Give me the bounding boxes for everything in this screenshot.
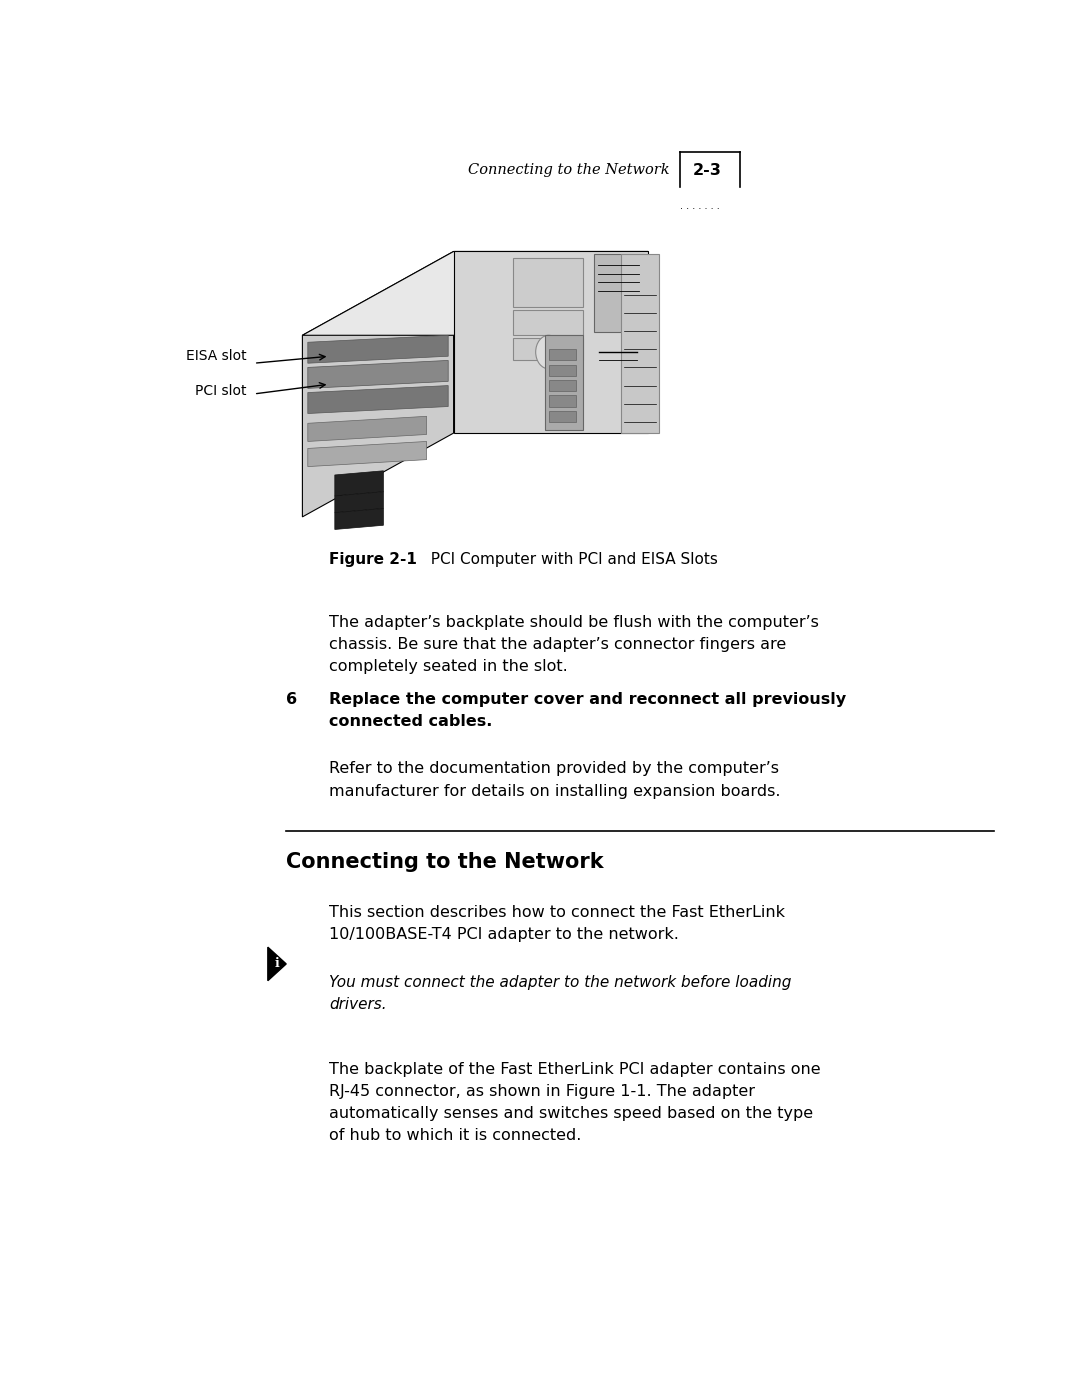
FancyBboxPatch shape xyxy=(513,310,583,335)
Polygon shape xyxy=(335,471,383,496)
Text: 2-3: 2-3 xyxy=(693,163,721,177)
Text: The backplate of the Fast EtherLink PCI adapter contains one
RJ-45 connector, as: The backplate of the Fast EtherLink PCI … xyxy=(329,1062,821,1143)
Polygon shape xyxy=(268,947,286,981)
Text: 6: 6 xyxy=(286,692,297,707)
Polygon shape xyxy=(335,492,383,513)
Polygon shape xyxy=(545,335,583,430)
Polygon shape xyxy=(308,360,448,388)
Text: You must connect the adapter to the network before loading
drivers.: You must connect the adapter to the netw… xyxy=(329,975,792,1013)
Text: Connecting to the Network: Connecting to the Network xyxy=(286,852,604,872)
Polygon shape xyxy=(302,251,648,335)
Text: This section describes how to connect the Fast EtherLink
10/100BASE-T4 PCI adapt: This section describes how to connect th… xyxy=(329,905,785,943)
Polygon shape xyxy=(308,441,427,467)
FancyBboxPatch shape xyxy=(513,258,583,307)
Text: Connecting to the Network: Connecting to the Network xyxy=(468,163,670,177)
Bar xyxy=(549,395,576,407)
Text: PCI Computer with PCI and EISA Slots: PCI Computer with PCI and EISA Slots xyxy=(421,552,718,567)
Text: Replace the computer cover and reconnect all previously
connected cables.: Replace the computer cover and reconnect… xyxy=(329,692,847,729)
Text: The adapter’s backplate should be flush with the computer’s
chassis. Be sure tha: The adapter’s backplate should be flush … xyxy=(329,615,820,675)
Polygon shape xyxy=(594,254,644,332)
Text: i: i xyxy=(274,957,279,971)
Text: Refer to the documentation provided by the computer’s
manufacturer for details o: Refer to the documentation provided by t… xyxy=(329,761,781,799)
FancyBboxPatch shape xyxy=(513,338,583,360)
Polygon shape xyxy=(308,335,448,363)
Text: Figure 2-1: Figure 2-1 xyxy=(329,552,417,567)
Polygon shape xyxy=(308,386,448,414)
Bar xyxy=(549,380,576,391)
Text: . . . . . . .: . . . . . . . xyxy=(680,201,719,211)
Circle shape xyxy=(536,335,562,369)
Polygon shape xyxy=(335,509,383,529)
Polygon shape xyxy=(308,416,427,441)
Polygon shape xyxy=(302,251,454,517)
Polygon shape xyxy=(621,254,659,433)
Bar xyxy=(549,365,576,376)
Bar xyxy=(549,349,576,360)
Bar xyxy=(549,411,576,422)
Polygon shape xyxy=(454,251,648,433)
Text: PCI slot: PCI slot xyxy=(194,384,246,398)
Text: EISA slot: EISA slot xyxy=(186,349,246,363)
